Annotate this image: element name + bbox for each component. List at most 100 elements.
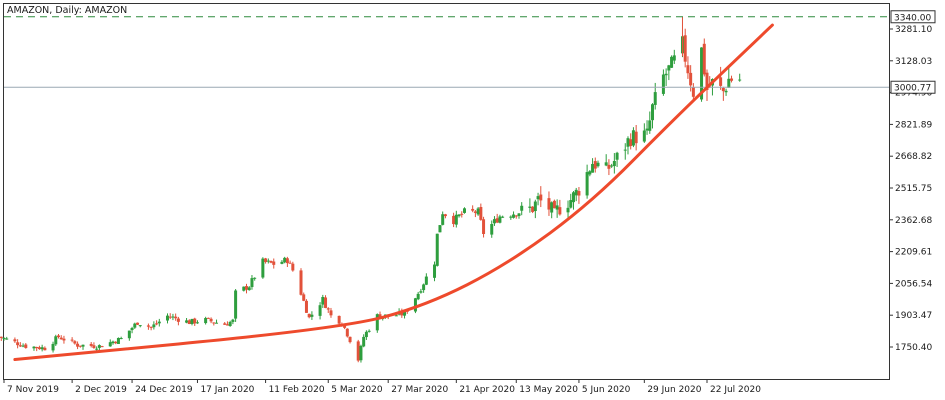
- candle-body: [108, 342, 112, 347]
- candle-body: [345, 328, 349, 337]
- candle-body: [642, 130, 646, 142]
- candle-body: [59, 337, 63, 340]
- candle-body: [37, 347, 41, 350]
- candle-body: [13, 339, 17, 342]
- chart-title: AMAZON, Daily: AMAZON: [7, 5, 127, 16]
- candle-body: [97, 345, 101, 348]
- candle-body: [209, 318, 213, 322]
- candle-body: [689, 72, 693, 86]
- candle-body: [574, 189, 578, 196]
- candle-body: [400, 311, 404, 316]
- candle-body: [645, 128, 649, 131]
- candle-body: [56, 335, 60, 338]
- candle-body: [302, 294, 306, 301]
- candle-body: [623, 149, 627, 151]
- candle-body: [193, 318, 197, 324]
- candle-body: [195, 322, 199, 324]
- candle-body: [111, 341, 115, 344]
- candle-body: [168, 316, 172, 318]
- candle-body: [536, 196, 540, 200]
- candle-body: [664, 73, 668, 76]
- candle-body: [498, 216, 502, 223]
- candle-body: [269, 260, 273, 263]
- candle-body: [672, 55, 676, 61]
- candle-body: [190, 318, 194, 324]
- y-tick-label: 2821.89: [895, 120, 932, 130]
- candle-body: [724, 90, 728, 93]
- candle-body: [35, 346, 39, 349]
- candle-body: [62, 338, 66, 341]
- y-tick-label: 2209.61: [895, 248, 932, 258]
- candle-body: [438, 225, 442, 233]
- candle-body: [138, 325, 142, 327]
- candle-body: [165, 315, 169, 321]
- candle-body: [171, 316, 175, 318]
- candle-body: [612, 160, 616, 167]
- candle-body: [462, 208, 466, 213]
- candle-body: [457, 214, 461, 217]
- candle-body: [566, 207, 570, 213]
- candle-body: [547, 198, 551, 210]
- candle-body: [119, 338, 123, 340]
- candle-body: [454, 214, 458, 225]
- candle-body: [531, 206, 535, 212]
- candle-body: [157, 321, 161, 324]
- x-tick-label: 21 Apr 2020: [459, 385, 515, 395]
- candle-body: [719, 77, 723, 86]
- candle-body: [127, 330, 131, 339]
- candle-body: [528, 206, 532, 208]
- candle-body: [234, 290, 238, 319]
- candle-body: [321, 297, 325, 305]
- y-tick-label: 1750.40: [895, 343, 932, 353]
- x-tick-label: 17 Jan 2020: [200, 385, 254, 395]
- candle-body: [310, 314, 314, 317]
- candle-body: [610, 165, 614, 167]
- candle-body: [443, 214, 447, 217]
- trendline[interactable]: [13, 23, 774, 362]
- price-tags: 3340.00 3000.77: [890, 10, 936, 94]
- candle-body: [495, 218, 499, 223]
- x-tick-label: 13 May 2020: [519, 385, 578, 395]
- candle-body: [460, 213, 464, 215]
- candle-body: [419, 291, 423, 293]
- candle-body: [95, 348, 99, 350]
- candle-body: [555, 205, 559, 210]
- candle-body: [476, 208, 480, 215]
- candle-body: [231, 319, 235, 322]
- x-tick-label: 5 Jun 2020: [582, 385, 631, 395]
- candle-body: [591, 163, 595, 173]
- candle-body: [550, 202, 554, 213]
- candle-body: [705, 72, 709, 90]
- candle-body: [324, 297, 328, 308]
- candle-body: [629, 139, 633, 146]
- candle-body: [490, 224, 494, 235]
- candle-body: [76, 343, 80, 347]
- candle-body: [435, 233, 439, 266]
- y-tick-label: 2515.75: [895, 184, 932, 194]
- candle-body: [204, 318, 208, 324]
- candle-body: [362, 336, 366, 347]
- candle-body: [146, 325, 150, 327]
- candle-body: [348, 336, 352, 343]
- candle-body: [43, 347, 47, 351]
- candle-body: [32, 346, 36, 349]
- candle-body: [738, 79, 742, 81]
- candle-body: [686, 65, 690, 74]
- candle-body: [16, 342, 20, 346]
- candle-body: [116, 337, 120, 344]
- candle-body: [283, 257, 287, 263]
- candle-body: [492, 219, 496, 224]
- candle-body: [70, 339, 74, 341]
- candle-body: [136, 322, 140, 325]
- candle-body: [247, 287, 251, 291]
- candle-body: [471, 208, 475, 211]
- candle-body: [539, 194, 543, 201]
- candle-body: [482, 219, 486, 235]
- candle-body: [364, 331, 368, 338]
- candle-body: [416, 293, 420, 300]
- candle-body: [607, 164, 611, 169]
- candle-body: [441, 214, 445, 225]
- candle-body: [24, 344, 28, 348]
- candle-body: [651, 104, 655, 121]
